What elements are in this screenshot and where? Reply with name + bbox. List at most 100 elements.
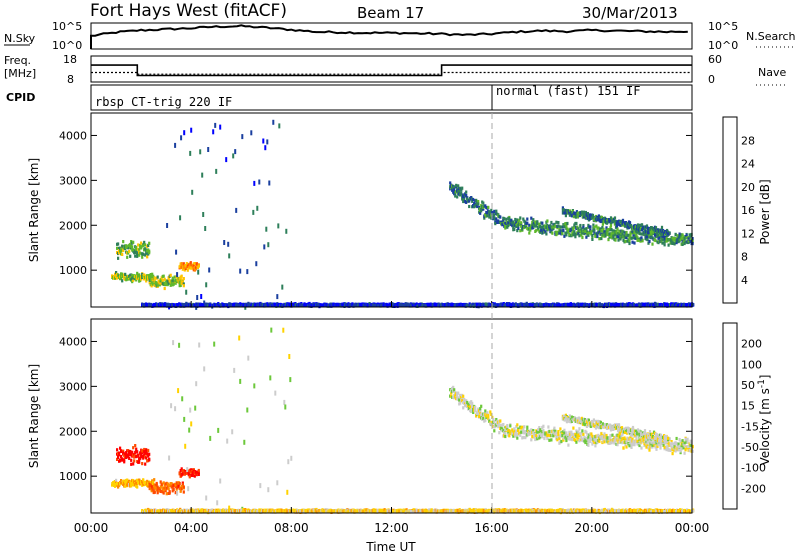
scatter-cell-5 xyxy=(587,443,590,447)
scatter-cell-5 xyxy=(585,227,588,231)
scatter-cell-5 xyxy=(678,444,681,448)
scatter-cell-5 xyxy=(617,238,620,242)
scatter-cell-5 xyxy=(662,443,665,447)
power-ylabel: Slant Range [km] xyxy=(27,158,41,262)
scatter-cell-4 xyxy=(471,404,474,408)
scatter-cell-6 xyxy=(597,214,600,218)
colorbar-frame xyxy=(722,116,738,304)
scatter-cell-5 xyxy=(561,232,564,236)
scatter-cell-5 xyxy=(564,435,567,439)
scatter-cell-5 xyxy=(513,227,516,231)
scatter-cell-5 xyxy=(677,448,680,452)
scatter-cell-1 xyxy=(153,478,156,482)
scatter-cell-1 xyxy=(129,276,132,280)
scatter-cell-5 xyxy=(572,227,575,231)
scatter-cell-5 xyxy=(663,243,666,247)
cpid-panel: CPID rbsp CT-trig 220 IF normal (fast) 1… xyxy=(6,84,693,111)
scatter-cell-6 xyxy=(568,209,571,213)
freq-line xyxy=(91,64,692,77)
colorbar-tick-label: 4 xyxy=(741,274,748,287)
scatter-cell-7 xyxy=(235,207,238,213)
scatter-cell-5 xyxy=(602,438,605,442)
scatter-cell-5 xyxy=(547,425,550,429)
scatter-cell-6 xyxy=(645,224,649,228)
scatter-cell-5 xyxy=(629,233,632,238)
scatter-cell-4 xyxy=(470,409,473,413)
scatter-cell-6 xyxy=(564,214,567,218)
scatter-cell-5 xyxy=(589,225,592,229)
scatter-cell-0 xyxy=(138,253,141,257)
scatter-cell-5 xyxy=(639,239,642,243)
scatter-cell-5 xyxy=(517,224,520,228)
scatter-cell-7 xyxy=(190,127,193,133)
scatter-cell-4 xyxy=(482,416,485,420)
scatter-cell-3 xyxy=(191,471,194,475)
scatter-cell-0 xyxy=(131,245,134,249)
scatter-cell-0 xyxy=(117,256,120,260)
scatter-cell-7 xyxy=(272,119,275,125)
scatter-cell-5 xyxy=(549,227,552,231)
sky-left-label: N.Sky xyxy=(4,32,36,45)
scatter-cell-0 xyxy=(122,240,125,244)
scatter-cell-7 xyxy=(197,269,200,275)
scatter-cell-7 xyxy=(252,209,255,215)
scatter-cell-4 xyxy=(465,200,468,204)
scatter-cell-5 xyxy=(611,433,614,437)
scatter-cell-7 xyxy=(278,123,281,129)
scatter-cell-0 xyxy=(140,453,143,457)
scatter-cell-5 xyxy=(530,216,533,220)
scatter-cell-7 xyxy=(241,134,244,140)
scatter-cell-1 xyxy=(137,275,140,279)
scatter-cell-1 xyxy=(153,483,156,487)
scatter-cell-2 xyxy=(153,276,156,280)
scatter-cell-7 xyxy=(209,435,212,441)
scatter-cell-2 xyxy=(150,280,153,284)
cpid-label: CPID xyxy=(6,91,35,104)
scatter-cell-5 xyxy=(506,426,509,430)
scatter-cell-7 xyxy=(203,366,206,372)
scatter-cell-5 xyxy=(580,233,583,237)
scatter-cell-4 xyxy=(497,422,500,426)
scatter-cell-2 xyxy=(163,286,166,291)
scatter-cell-5 xyxy=(679,451,682,455)
scatter-cell-4 xyxy=(449,181,452,185)
scatter-cell-4 xyxy=(469,405,472,409)
scatter-cell-3 xyxy=(180,467,183,471)
scatter-cell-5 xyxy=(526,425,529,429)
scatter-cell-5 xyxy=(585,439,588,443)
scatter-cell-4 xyxy=(457,391,460,395)
scatter-cell-5 xyxy=(563,428,566,432)
scatter-cell-5 xyxy=(618,433,621,437)
ytick-label: 2000 xyxy=(59,219,87,232)
scatter-cell-7 xyxy=(214,122,217,128)
scatter-cell-5 xyxy=(591,442,594,446)
scatter-cell-2 xyxy=(179,283,182,287)
scatter-cell-5 xyxy=(595,224,598,228)
scatter-cell-6 xyxy=(621,218,625,222)
scatter-cell-6 xyxy=(591,213,594,217)
scatter-cell-5 xyxy=(522,435,525,440)
scatter-cell-5 xyxy=(539,430,542,434)
scatter-cell-5 xyxy=(563,225,566,229)
scatter-cell-5 xyxy=(627,233,630,237)
scatter-cell-6 xyxy=(628,221,632,225)
scatter-cell-5 xyxy=(665,448,668,452)
scatter-cell-7 xyxy=(212,129,215,135)
scatter-cell-7 xyxy=(189,407,192,413)
scatter-cell-2 xyxy=(156,283,159,287)
scatter-cell-6 xyxy=(578,417,581,421)
scatter-cell-2 xyxy=(152,281,155,286)
scatter-cell-6 xyxy=(630,433,634,437)
scatter-cell-4 xyxy=(490,412,493,416)
scatter-cell-5 xyxy=(668,437,671,441)
scatter-cell-5 xyxy=(525,430,528,434)
scatter-cell-5 xyxy=(621,437,624,441)
scatter-cell-6 xyxy=(612,220,616,224)
scatter-cell-5 xyxy=(536,220,539,224)
scatter-cell-4 xyxy=(456,187,459,191)
scatter-cell-2 xyxy=(155,481,158,486)
scatter-cell-2 xyxy=(168,491,171,495)
scatter-cell-5 xyxy=(508,429,511,433)
